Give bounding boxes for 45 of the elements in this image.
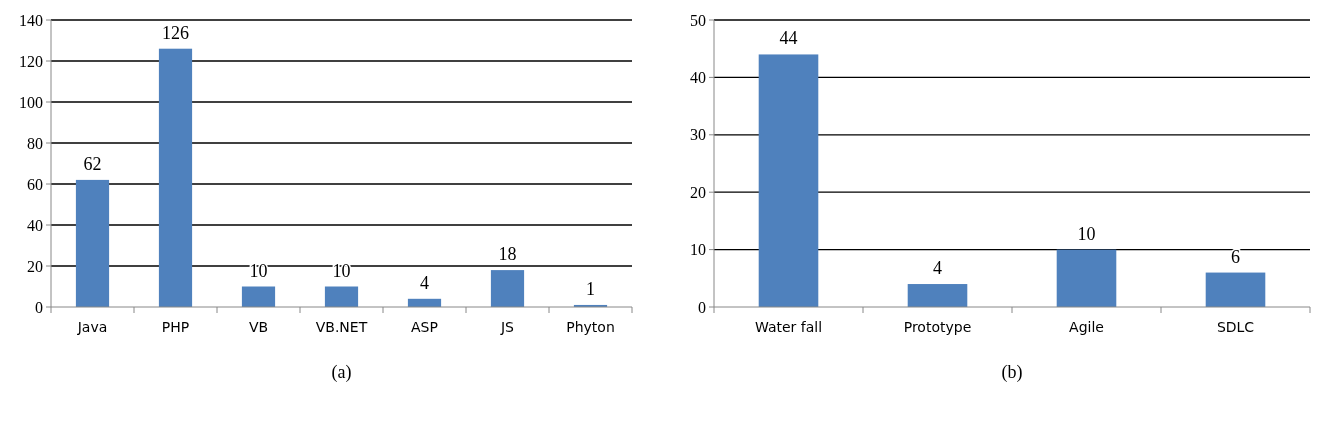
x-tick-label: Agile (1069, 319, 1104, 335)
y-tick-label: 100 (19, 93, 43, 111)
y-tick-label: 0 (35, 298, 43, 316)
bar (241, 286, 276, 307)
x-tick-label: ASP (411, 319, 438, 335)
x-tick-label: VB.NET (315, 319, 368, 335)
data-label: 6 (1231, 246, 1240, 267)
y-tick-label: 120 (19, 52, 43, 70)
bar (907, 284, 968, 307)
x-tick-label: Java (76, 319, 108, 335)
bar (1056, 249, 1117, 307)
data-label: 4 (933, 258, 942, 279)
data-label: 44 (779, 28, 798, 49)
y-tick-label: 30 (690, 126, 706, 144)
x-tick-label: Prototype (903, 319, 972, 335)
y-tick-label: 140 (19, 11, 43, 29)
data-label: 126 (162, 22, 189, 43)
y-tick-label: 40 (27, 216, 43, 234)
x-tick-label: PHP (161, 319, 190, 335)
data-label: 10 (1077, 223, 1096, 244)
y-tick-label: 50 (690, 11, 706, 29)
x-tick-label: JS (499, 319, 515, 335)
bar (1205, 272, 1266, 307)
x-tick-label: Water fall (754, 319, 823, 335)
text: (a) (331, 362, 352, 383)
y-tick-label: 80 (27, 134, 43, 152)
x-tick-label: SDLC (1216, 319, 1255, 335)
bar (75, 179, 110, 307)
y-tick-label: 20 (27, 257, 43, 275)
data-label: 4 (420, 272, 429, 293)
bar (158, 48, 193, 307)
bar (324, 286, 359, 307)
data-label: 18 (498, 244, 517, 265)
x-tick-label: Phyton (566, 319, 615, 335)
y-tick-label: 0 (698, 298, 706, 316)
text: (b) (1001, 362, 1023, 383)
data-label: 1 (586, 278, 595, 299)
data-label: 62 (83, 153, 102, 174)
y-tick-label: 40 (690, 69, 706, 86)
y-tick-label: 60 (27, 175, 43, 193)
x-tick-label: VB (248, 319, 269, 335)
y-tick-label: 20 (690, 183, 706, 201)
bar (758, 54, 819, 307)
bar (490, 270, 525, 307)
y-tick-label: 10 (690, 241, 706, 259)
